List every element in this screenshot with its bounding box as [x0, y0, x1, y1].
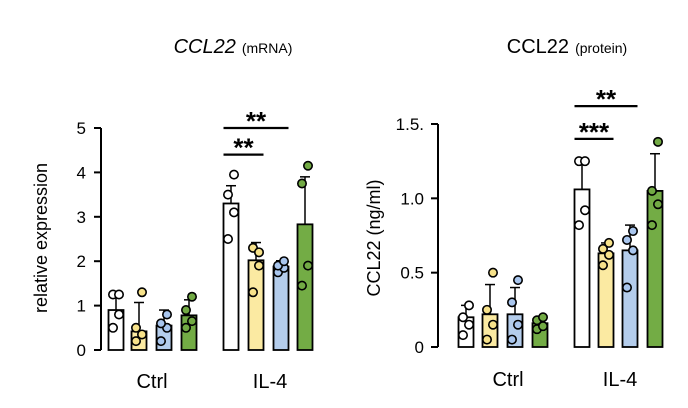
data-point: [487, 267, 498, 278]
data-point: [506, 297, 517, 308]
data-point: [108, 322, 119, 333]
data-point: [603, 237, 614, 248]
data-point: [131, 322, 142, 333]
data-point: [223, 234, 234, 245]
y-tick-label: 4: [77, 163, 86, 182]
data-point: [621, 282, 632, 293]
y-tick-label: 3: [77, 208, 86, 227]
chart-panel-1: CCL22 (mRNA) relative expression 0 1 2 3 4 5 ****…: [31, 36, 314, 393]
data-point: [603, 249, 614, 260]
data-point: [506, 334, 517, 345]
y-axis-label: CCL22 (ng/ml): [364, 179, 384, 296]
data-point: [223, 189, 234, 200]
y-tick-label: 1.0: [400, 189, 424, 208]
x-group-label: IL-4: [253, 371, 287, 393]
data-point: [512, 275, 523, 286]
data-point: [646, 220, 657, 231]
data-point: [652, 199, 663, 210]
data-point: [457, 330, 468, 341]
data-point: [137, 287, 148, 298]
data-point: [621, 234, 632, 245]
data-point: [296, 280, 307, 291]
x-group-label: IL-4: [603, 369, 637, 391]
data-point: [181, 322, 192, 333]
data-point: [156, 336, 167, 347]
data-point: [254, 260, 265, 271]
data-point: [579, 205, 590, 216]
data-point: [457, 312, 468, 323]
data-point: [463, 319, 474, 330]
y-tick-label: 0: [77, 341, 86, 360]
data-point: [181, 305, 192, 316]
significance-label: **: [246, 106, 267, 136]
data-point: [627, 245, 638, 256]
data-point: [652, 136, 663, 147]
y-tick-label: 2: [77, 252, 86, 271]
data-point: [229, 207, 240, 218]
data-point: [597, 243, 608, 254]
data-point: [573, 220, 584, 231]
bar: [247, 259, 265, 351]
data-point: [537, 312, 548, 323]
chart-title-main: CCL22: [174, 36, 236, 58]
chart-title: CCL22 (mRNA): [174, 36, 293, 58]
significance-label: **: [233, 133, 254, 163]
data-point: [137, 329, 148, 340]
data-point: [302, 260, 313, 271]
x-group-label: Ctrl: [136, 371, 167, 393]
bar: [646, 189, 664, 348]
x-group-label: Ctrl: [492, 369, 523, 391]
data-point: [579, 156, 590, 167]
data-point: [278, 256, 289, 267]
bar: [272, 265, 290, 351]
significance-label: ***: [579, 117, 610, 147]
chart-panel-2: CCL22 (protein) CCL22 (ng/ml) 0 0.5 1.0 1.5. **…: [364, 36, 664, 391]
data-point: [156, 318, 167, 329]
data-point: [248, 287, 259, 298]
data-point: [302, 160, 313, 171]
data-point: [487, 319, 498, 330]
data-point: [296, 178, 307, 189]
data-point: [187, 316, 198, 327]
data-point: [481, 304, 492, 315]
y-tick-label: 1: [77, 297, 86, 316]
data-point: [254, 247, 265, 258]
data-point: [187, 291, 198, 302]
chart-title-sub: (mRNA): [242, 40, 293, 56]
data-point: [512, 319, 523, 330]
data-point: [131, 336, 142, 347]
data-point: [114, 309, 125, 320]
y-tick-label: 1.5.: [396, 115, 424, 134]
data-point: [646, 185, 657, 196]
bar: [222, 202, 240, 351]
data-point: [481, 334, 492, 345]
chart-title-sub: (protein): [575, 40, 627, 56]
y-tick-label: 5: [77, 119, 86, 138]
significance-label: **: [596, 84, 617, 114]
data-point: [114, 289, 125, 300]
y-tick-label: 0.5: [400, 264, 424, 283]
data-point: [597, 260, 608, 271]
y-tick-label: 0: [415, 338, 424, 357]
data-point: [627, 226, 638, 237]
y-axis-label: relative expression: [31, 163, 51, 313]
data-point: [463, 300, 474, 311]
bar: [621, 249, 639, 348]
chart-title: CCL22 (protein): [507, 36, 627, 58]
data-point: [229, 169, 240, 180]
chart-title-main: CCL22: [507, 36, 569, 58]
data-point: [162, 309, 173, 320]
